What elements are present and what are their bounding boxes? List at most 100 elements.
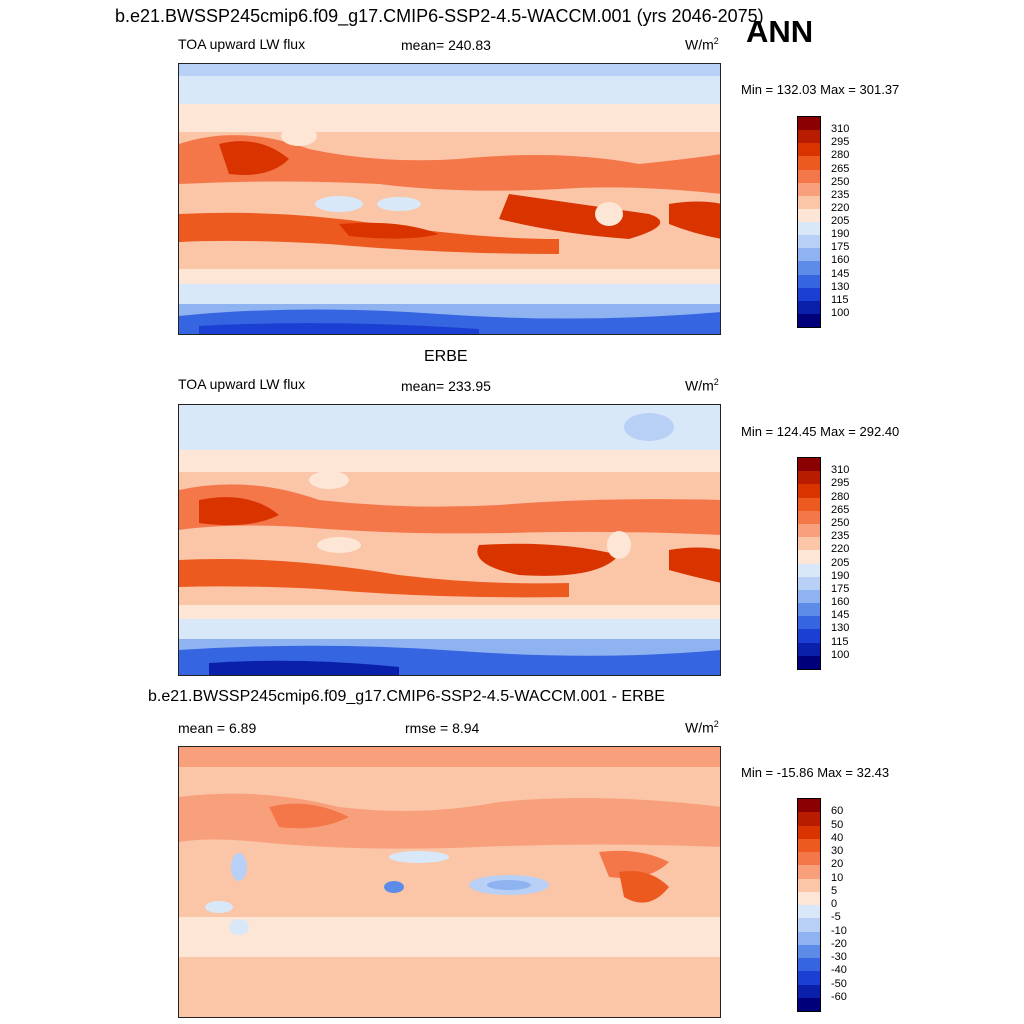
colorbar-swatch <box>798 944 820 958</box>
colorbar-swatch <box>798 458 820 472</box>
colorbar-swatch <box>798 497 820 511</box>
colorbar-swatch <box>798 182 820 196</box>
colorbar-tick-label: 280 <box>831 490 850 503</box>
colorbar-swatch <box>798 799 820 813</box>
colorbar-swatch <box>798 655 820 669</box>
colorbar-swatch <box>798 865 820 879</box>
colorbar-swatch <box>798 208 820 222</box>
panel1-units: W/m2 <box>685 36 719 53</box>
colorbar-swatch <box>798 537 820 551</box>
colorbar-tick-label: -60 <box>831 990 847 1003</box>
colorbar-tick-label: -10 <box>831 924 847 937</box>
panel3-mean: mean = 6.89 <box>178 720 257 736</box>
colorbar-swatch <box>798 629 820 643</box>
colorbar-swatch <box>798 603 820 617</box>
colorbar-tick-label: 160 <box>831 596 850 609</box>
colorbar-tick-label: 250 <box>831 175 850 188</box>
colorbar-swatch <box>798 261 820 275</box>
colorbar-tick-label: 20 <box>831 858 844 871</box>
colorbar-tick-label: 235 <box>831 530 850 543</box>
colorbar-tick-label: 100 <box>831 306 850 319</box>
colorbar-tick-label: 220 <box>831 543 850 556</box>
panel3-title: b.e21.BWSSP245cmip6.f09_g17.CMIP6-SSP2-4… <box>148 688 665 705</box>
colorbar-tick-label: 205 <box>831 556 850 569</box>
colorbar-tick-label: 130 <box>831 622 850 635</box>
panel1-minmax: Min = 132.03 Max = 301.37 <box>741 82 900 97</box>
colorbar-tick-label: 205 <box>831 215 850 227</box>
colorbar-tick-label: 0 <box>831 898 838 910</box>
colorbar-swatch <box>798 984 820 998</box>
colorbar-tick-label: 250 <box>831 516 850 529</box>
season-label: ANN <box>746 14 814 49</box>
colorbar-tick-label: 30 <box>831 845 844 857</box>
panel3-units: W/m2 <box>685 719 719 736</box>
colorbar-tick-label: -40 <box>831 964 847 977</box>
panel2-minmax: Min = 124.45 Max = 292.40 <box>741 424 900 439</box>
colorbar-swatch <box>798 143 820 157</box>
colorbar-swatch <box>798 918 820 932</box>
colorbar-swatch <box>798 130 820 144</box>
colorbar-swatch <box>798 931 820 945</box>
colorbar-tick-label: 295 <box>831 136 850 149</box>
colorbar-swatch <box>798 156 820 170</box>
colorbar-tick-label: 50 <box>831 818 844 831</box>
colorbar-swatch <box>798 287 820 301</box>
colorbar-tick-label: 190 <box>831 569 850 582</box>
colorbar-swatch <box>798 235 820 249</box>
colorbar-swatch <box>798 576 820 590</box>
colorbar-tick-label: 40 <box>831 831 844 844</box>
colorbar-tick-label: -30 <box>831 951 847 963</box>
colorbar-tick-label: -50 <box>831 977 847 990</box>
colorbar-swatch <box>798 117 820 131</box>
colorbar-tick-label: 220 <box>831 201 850 214</box>
panel1-map <box>178 63 721 335</box>
colorbar-tick-label: -5 <box>831 911 841 924</box>
colorbar-swatch <box>798 905 820 919</box>
panel2-variable: TOA upward LW flux <box>178 376 306 392</box>
colorbar-tick-label: 5 <box>831 884 838 897</box>
colorbar-tick-label: 160 <box>831 254 850 267</box>
colorbar-tick-label: 175 <box>831 582 850 595</box>
panel3-minmax: Min = -15.86 Max = 32.43 <box>741 765 890 780</box>
panel1-variable: TOA upward LW flux <box>178 36 306 52</box>
colorbar-swatch <box>798 248 820 262</box>
colorbar-swatch <box>798 891 820 905</box>
colorbar-tick-label: 130 <box>831 280 850 293</box>
panel2-mean: mean= 233.95 <box>401 378 491 394</box>
colorbar-tick-label: 280 <box>831 149 850 162</box>
colorbar-tick-label: 265 <box>831 162 850 175</box>
colorbar-tick-label: 145 <box>831 609 850 622</box>
colorbar-swatch <box>798 589 820 604</box>
colorbar-swatch <box>798 222 820 236</box>
colorbar-tick-label: 190 <box>831 228 850 241</box>
colorbar-tick-label: 265 <box>831 503 850 516</box>
panel2-units: W/m2 <box>685 377 719 394</box>
colorbar-swatch <box>798 812 820 826</box>
colorbar-swatch <box>798 274 820 288</box>
colorbar-swatch <box>798 563 820 577</box>
colorbar-tick-label: 10 <box>831 871 844 884</box>
colorbar-tick-label: 310 <box>831 123 850 136</box>
colorbar-tick-label: 175 <box>831 241 850 254</box>
panel3-colorbar <box>797 798 821 1012</box>
colorbar-swatch <box>798 997 820 1011</box>
colorbar-tick-label: 295 <box>831 477 850 490</box>
colorbar-tick-label: 145 <box>831 267 850 280</box>
panel2-map <box>178 404 721 676</box>
panel3-rmse: rmse = 8.94 <box>405 720 480 736</box>
colorbar-tick-label: 310 <box>831 464 850 477</box>
colorbar-swatch <box>798 550 820 564</box>
colorbar-tick-label: 115 <box>831 293 849 306</box>
colorbar-tick-label: 100 <box>831 648 850 661</box>
colorbar-tick-label: 115 <box>831 635 849 648</box>
panel3-map <box>178 746 721 1018</box>
colorbar-swatch <box>798 169 820 183</box>
colorbar-swatch <box>798 510 820 524</box>
panel1-mean: mean= 240.83 <box>401 37 491 53</box>
panel1-colorbar <box>797 116 821 328</box>
panel2-colorbar <box>797 457 821 670</box>
colorbar-tick-label: -20 <box>831 937 847 950</box>
figure-title: b.e21.BWSSP245cmip6.f09_g17.CMIP6-SSP2-4… <box>115 6 764 26</box>
colorbar-swatch <box>798 642 820 656</box>
colorbar-swatch <box>798 825 820 839</box>
